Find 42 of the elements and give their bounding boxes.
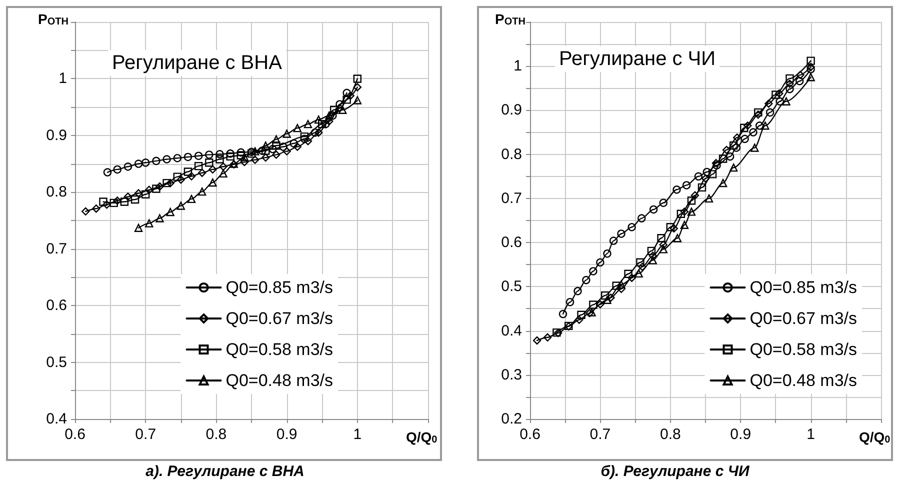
legend-label: Q0=0.48 m3/s bbox=[750, 371, 858, 390]
y-tick-label: 0.6 bbox=[46, 297, 67, 314]
x-tick-label: 0.7 bbox=[135, 426, 156, 443]
y-tick-label: 0.7 bbox=[46, 240, 67, 258]
x-tick-label: 0.6 bbox=[520, 426, 540, 443]
x-tick-label: 0.9 bbox=[730, 426, 752, 443]
text: а). Регулиране с ВНА bbox=[146, 463, 304, 480]
x-axis-title: Q/Q0 bbox=[406, 429, 438, 446]
x-tick-label: 0.6 bbox=[64, 426, 86, 443]
annotation: Регулиране с ВНА bbox=[112, 52, 283, 74]
x-tick-label: 0.8 bbox=[660, 426, 681, 443]
legend-label: Q0=0.58 m3/s bbox=[226, 340, 334, 359]
y-tick-label: 0.8 bbox=[501, 146, 522, 163]
legend-label: Q0=0.58 m3/s bbox=[750, 340, 858, 359]
y-tick-label: 0.8 bbox=[46, 184, 67, 201]
y-axis-title: PОТН bbox=[495, 11, 526, 28]
legend-label: Q0=0.67 m3/s bbox=[750, 309, 858, 328]
y-tick-label: 0.5 bbox=[46, 354, 67, 371]
x-tick-label: 0.8 bbox=[206, 426, 227, 443]
y-tick-label: 0.5 bbox=[501, 278, 522, 296]
y-axis-title: PОТН bbox=[38, 11, 68, 28]
text: б). Регулиране с ЧИ bbox=[600, 463, 751, 480]
y-tick-label: 0.6 bbox=[501, 234, 522, 252]
x-tick-label: 1 bbox=[806, 426, 815, 443]
annotation: Регулиране с ЧИ bbox=[559, 48, 716, 70]
y-tick-label: 0.3 bbox=[501, 366, 522, 384]
y-tick-label: 0.4 bbox=[46, 410, 67, 428]
legend-label: Q0=0.85 m3/s bbox=[226, 278, 334, 297]
legend-label: Q0=0.67 m3/s bbox=[226, 309, 334, 328]
x-tick-label: 0.9 bbox=[276, 426, 298, 443]
y-tick-label: 1 bbox=[514, 58, 522, 75]
x-tick-label: 1 bbox=[353, 426, 362, 443]
y-tick-label: 0.9 bbox=[46, 126, 67, 144]
y-tick-label: 0.2 bbox=[501, 410, 522, 428]
legend-label: Q0=0.48 m3/s bbox=[226, 371, 334, 390]
y-tick-label: 0.9 bbox=[501, 102, 522, 119]
y-tick-label: 0.7 bbox=[501, 190, 522, 207]
legend-label: Q0=0.85 m3/s bbox=[750, 278, 858, 297]
x-tick-label: 0.7 bbox=[590, 426, 611, 443]
x-axis-title: Q/Q0 bbox=[859, 429, 891, 446]
y-tick-label: 0.4 bbox=[501, 322, 522, 340]
y-tick-label: 1 bbox=[58, 70, 67, 88]
